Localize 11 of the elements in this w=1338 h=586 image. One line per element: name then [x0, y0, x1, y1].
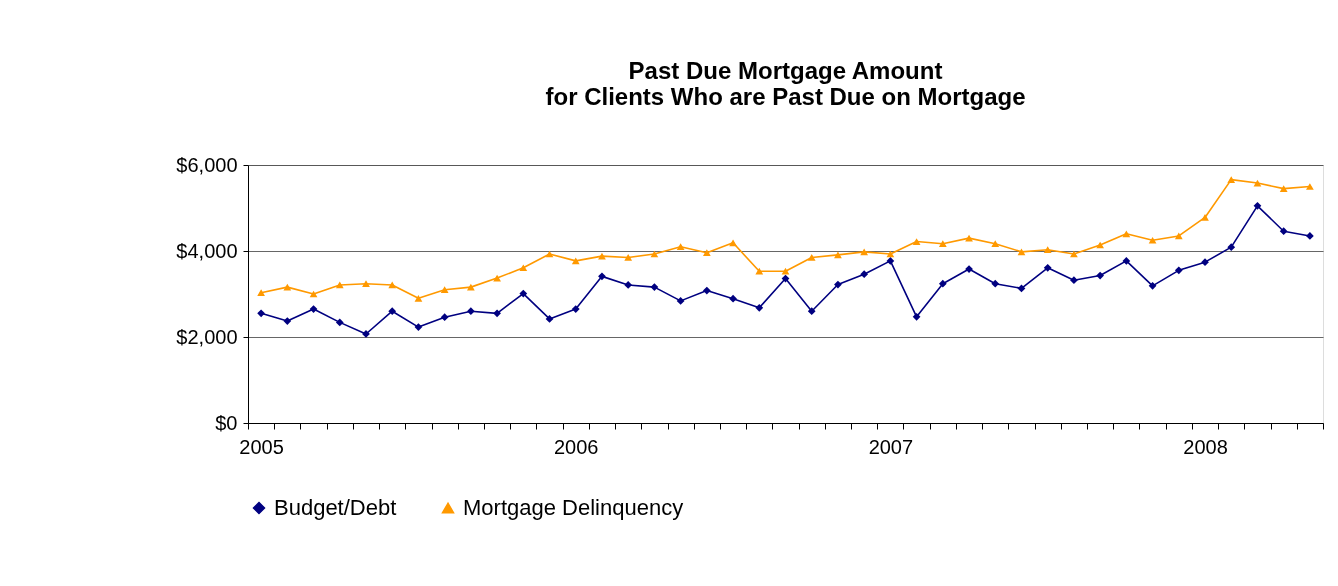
chart-title: Past Due Mortgage Amount for Clients Who are Past Due on Mortgage — [545, 57, 1026, 110]
legend-label: Mortgage Delinquency — [463, 495, 684, 520]
y-tick-label: $2,000 — [176, 325, 238, 348]
y-tick-label: $4,000 — [176, 239, 238, 262]
y-tick-label: $0 — [215, 411, 238, 434]
x-tick-label: 2005 — [239, 435, 284, 458]
x-tick-label: 2007 — [868, 435, 914, 458]
x-tick-label: 2006 — [553, 435, 599, 458]
y-tick-label: $6,000 — [176, 153, 238, 176]
x-tick-label: 2008 — [1183, 435, 1228, 458]
legend-label: Budget/Debt — [274, 495, 397, 520]
